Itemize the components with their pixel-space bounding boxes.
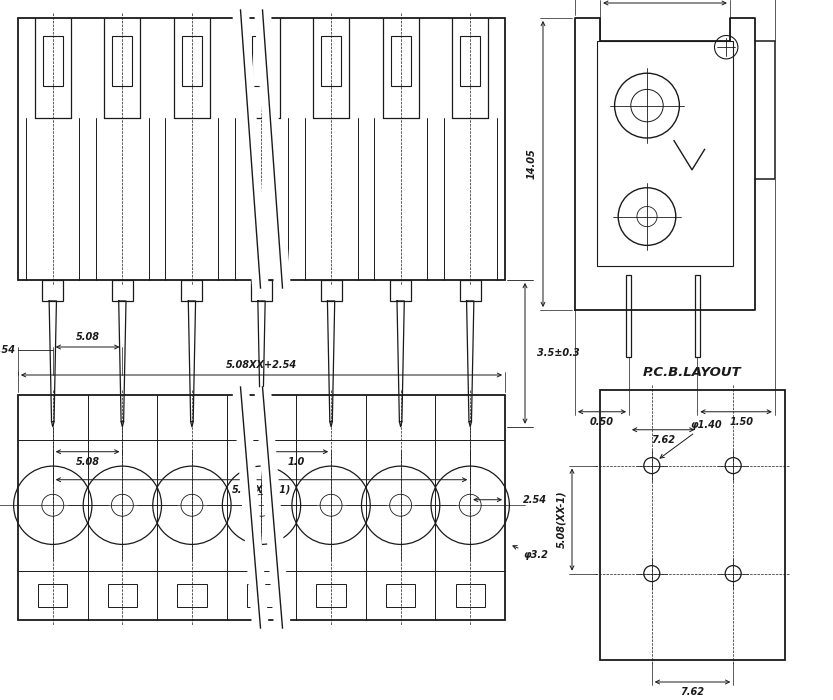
Bar [18, 395, 505, 620]
Bar [456, 584, 485, 606]
Bar [112, 36, 132, 85]
Bar [112, 280, 132, 301]
Bar [38, 584, 67, 606]
Text: 5.08: 5.08 [76, 332, 100, 342]
Bar [321, 280, 342, 301]
Text: φ3.2: φ3.2 [513, 545, 548, 561]
Bar [247, 584, 276, 606]
Bar [461, 36, 480, 85]
Bar [386, 584, 416, 606]
Bar [177, 584, 207, 606]
Text: 1.50: 1.50 [729, 416, 753, 427]
Bar [42, 36, 62, 85]
Bar [251, 280, 272, 301]
Text: 5.08(XX-1): 5.08(XX-1) [556, 491, 566, 548]
Bar [695, 275, 700, 357]
Bar [391, 36, 411, 85]
Text: 5.08: 5.08 [76, 456, 100, 467]
Text: 5.08X(N-1): 5.08X(N-1) [232, 484, 292, 495]
Text: φ1.40: φ1.40 [660, 419, 721, 458]
Text: 7.62: 7.62 [651, 435, 676, 444]
Bar [18, 18, 505, 280]
Text: 2.54: 2.54 [523, 495, 547, 505]
Bar [107, 584, 137, 606]
Text: 5.08XX+2.54: 5.08XX+2.54 [226, 360, 297, 370]
Bar [317, 584, 346, 606]
Text: 3.5±0.3: 3.5±0.3 [537, 349, 580, 358]
Text: 0.50: 0.50 [590, 416, 614, 427]
Bar [182, 36, 202, 85]
Text: 1.0: 1.0 [287, 456, 305, 467]
Bar [322, 36, 341, 85]
Bar [390, 280, 411, 301]
Bar [600, 390, 785, 660]
Bar [182, 280, 202, 301]
Text: 7.62: 7.62 [681, 687, 705, 697]
Bar [626, 275, 631, 357]
Bar [252, 36, 272, 85]
Bar [596, 41, 733, 266]
Bar [42, 280, 63, 301]
Text: 2.54: 2.54 [0, 345, 16, 355]
Text: 14.05: 14.05 [527, 148, 537, 179]
Text: P.C.B.LAYOUT: P.C.B.LAYOUT [643, 365, 742, 379]
Bar [460, 280, 481, 301]
